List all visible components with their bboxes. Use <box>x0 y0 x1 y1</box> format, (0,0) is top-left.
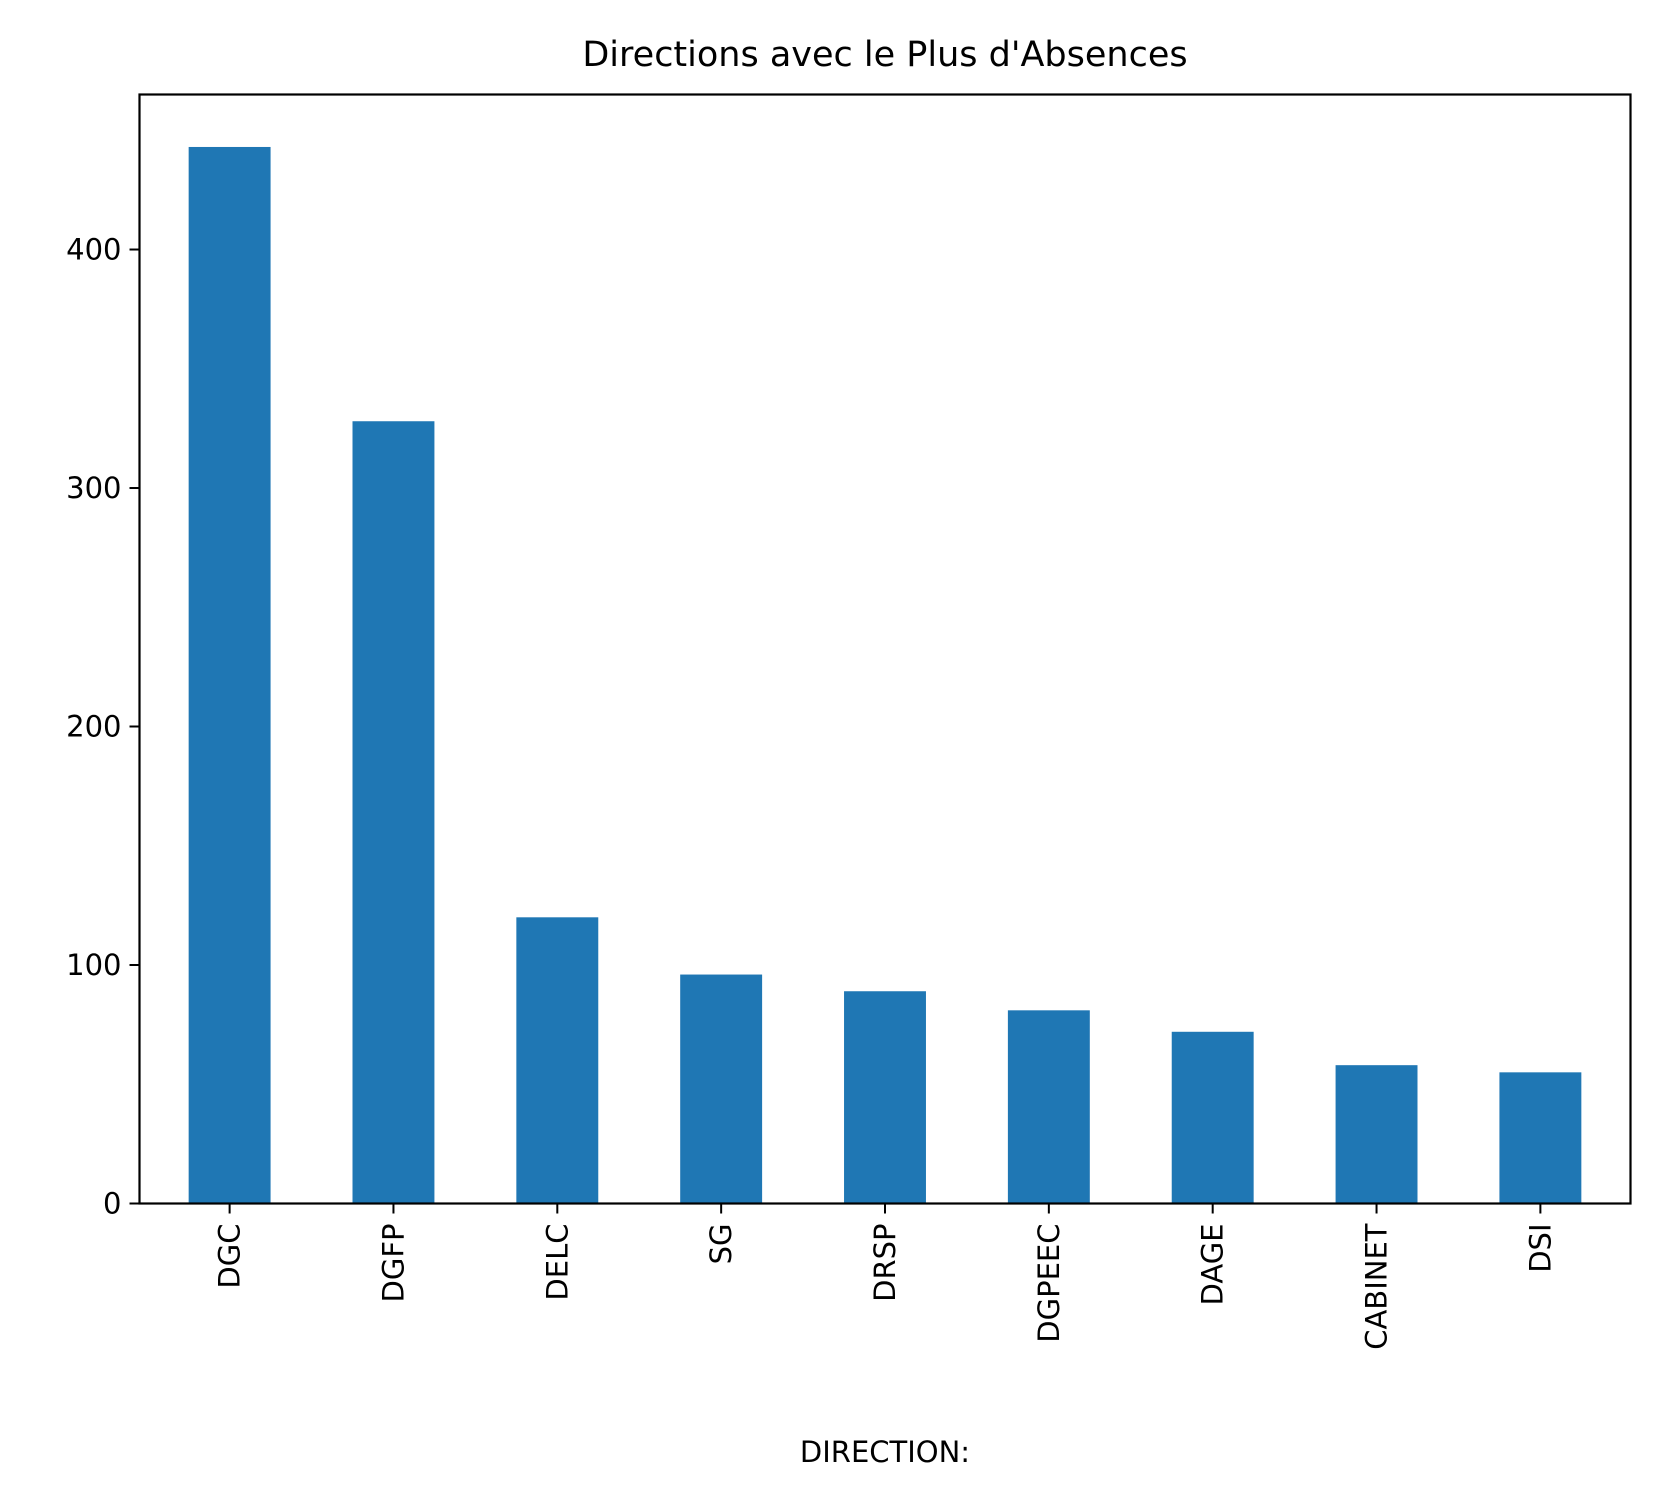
bar-group <box>188 146 1582 1204</box>
x-axis-label: DIRECTION: <box>800 1435 970 1469</box>
x-tick-label: DGPEEC <box>1032 1224 1066 1343</box>
bar-cabinet <box>1335 1065 1418 1204</box>
bar-drsp <box>844 991 926 1204</box>
y-tick-label: 100 <box>66 948 121 982</box>
bar-dgpeec <box>1007 1010 1090 1204</box>
bar-sg <box>680 974 763 1204</box>
x-tick-label: DAGE <box>1196 1224 1230 1306</box>
x-tick-label: SG <box>704 1224 738 1265</box>
chart-title: Directions avec le Plus d'Absences <box>582 35 1187 75</box>
bar-delc <box>516 917 599 1204</box>
y-tick-label: 200 <box>66 710 121 744</box>
x-tick-label: CABINET <box>1360 1223 1394 1350</box>
bar-dgc <box>188 146 271 1204</box>
bar-dgfp <box>352 421 435 1204</box>
x-tick-label: DSI <box>1523 1224 1557 1273</box>
y-tick-label: 400 <box>66 233 121 267</box>
x-axis: DGC DGFP DELC SG DRSP DGPEEC DAGE CABINET DSI <box>213 1203 1557 1350</box>
x-tick-label: DGC <box>213 1224 247 1289</box>
plot-frame <box>138 93 1632 1205</box>
y-tick-label: 0 <box>103 1187 121 1221</box>
bar-dsi <box>1499 1072 1582 1204</box>
x-tick-label: DELC <box>540 1224 574 1301</box>
y-axis: 0 100 200 300 400 <box>66 233 140 1221</box>
bar-dage <box>1171 1031 1254 1204</box>
x-tick-label: DGFP <box>376 1224 410 1303</box>
x-tick-label: DRSP <box>868 1224 902 1302</box>
y-tick-label: 300 <box>66 471 121 505</box>
